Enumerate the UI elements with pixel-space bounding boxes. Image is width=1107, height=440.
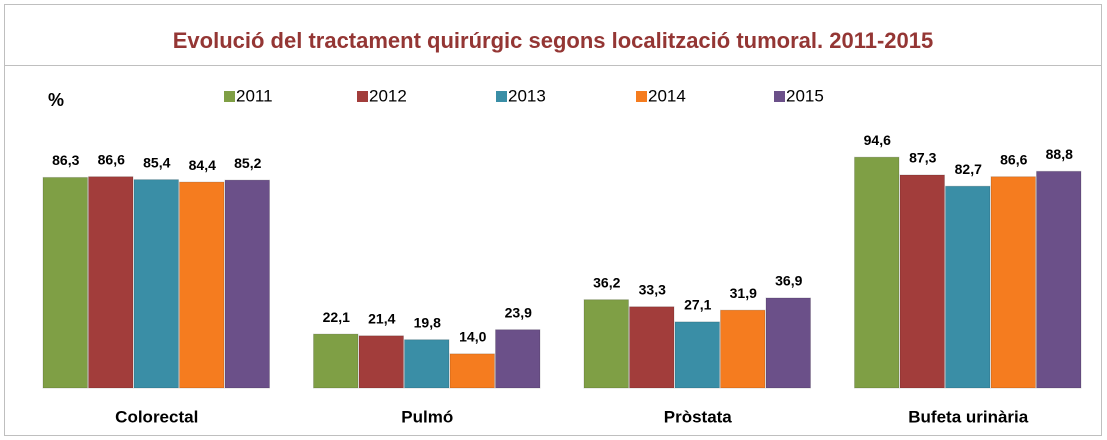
bar xyxy=(945,185,991,389)
x-tick-label: Pulmó xyxy=(401,407,453,426)
legend-label: 2014 xyxy=(648,86,686,105)
x-tick-label: Pròstata xyxy=(664,407,733,426)
data-label: 22,1 xyxy=(323,309,350,325)
bar xyxy=(88,176,134,389)
data-label: 21,4 xyxy=(368,310,395,326)
x-tick-label: Colorectal xyxy=(115,407,198,426)
data-label: 14,0 xyxy=(459,329,486,345)
legend-swatch xyxy=(774,91,785,102)
bar xyxy=(720,309,766,389)
data-label: 27,1 xyxy=(684,297,711,313)
bar xyxy=(404,339,450,389)
data-label: 86,6 xyxy=(1000,151,1027,167)
bar xyxy=(854,156,900,389)
bar xyxy=(358,335,404,389)
bar xyxy=(42,176,88,389)
data-label: 94,6 xyxy=(864,132,891,148)
legend-label: 2015 xyxy=(786,86,824,105)
data-label: 88,8 xyxy=(1046,146,1073,162)
legend-swatch xyxy=(224,91,235,102)
bar xyxy=(765,297,811,389)
x-tick-label: Bufeta urinària xyxy=(908,407,1029,426)
legend-swatch xyxy=(496,91,507,102)
data-label: 31,9 xyxy=(730,285,757,301)
bar xyxy=(449,353,495,389)
data-label: 85,4 xyxy=(143,154,170,170)
data-label: 33,3 xyxy=(639,281,666,297)
data-label: 82,7 xyxy=(955,161,982,177)
y-axis-label: % xyxy=(48,90,64,110)
bar xyxy=(674,321,720,389)
legend-swatch xyxy=(357,91,368,102)
bar xyxy=(224,179,270,389)
legend-swatch xyxy=(636,91,647,102)
legend-label: 2013 xyxy=(508,86,546,105)
data-label: 85,2 xyxy=(234,155,261,171)
data-label: 84,4 xyxy=(189,157,216,173)
bar xyxy=(495,329,541,389)
data-label: 87,3 xyxy=(909,150,936,166)
data-label: 36,9 xyxy=(775,273,802,289)
data-label: 23,9 xyxy=(505,304,532,320)
bar xyxy=(899,174,945,389)
data-label: 86,3 xyxy=(52,152,79,168)
bar xyxy=(179,181,225,389)
bar xyxy=(313,333,359,389)
bar xyxy=(583,299,629,389)
bar xyxy=(133,179,179,389)
legend-label: 2011 xyxy=(236,86,273,105)
bar xyxy=(1036,170,1082,389)
chart-title: Evolució del tractament quirúrgic segons… xyxy=(173,28,933,53)
legend-label: 2012 xyxy=(369,86,407,105)
bar xyxy=(990,176,1036,389)
bar xyxy=(629,306,675,389)
data-label: 86,6 xyxy=(98,151,125,167)
data-label: 36,2 xyxy=(593,274,620,290)
data-label: 19,8 xyxy=(414,314,441,330)
